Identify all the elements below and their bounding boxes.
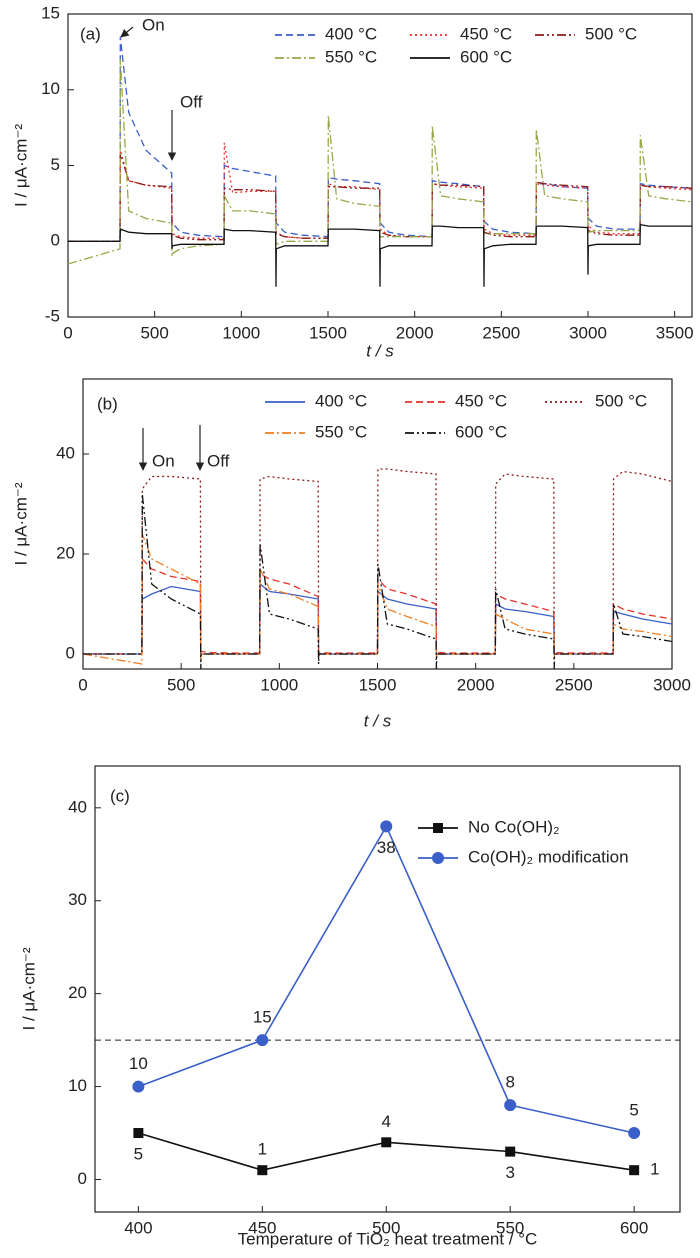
- y-tick-label: 20: [68, 983, 87, 1002]
- series-line: [68, 223, 692, 287]
- annotation: On: [142, 15, 165, 34]
- legend-label: Co(OH)₂ modification: [468, 847, 629, 866]
- marker: [132, 1080, 145, 1093]
- x-tick-label: 1500: [359, 675, 397, 694]
- marker: [629, 1165, 640, 1176]
- y-tick-label: 40: [68, 797, 87, 816]
- x-tick-label: 3500: [656, 323, 694, 342]
- marker: [256, 1034, 269, 1047]
- y-tick-label: 0: [78, 1169, 87, 1188]
- value-label: 1: [258, 1140, 267, 1159]
- value-label: 5: [134, 1145, 143, 1164]
- panel: 0 500 1000 1500 2000 2500 3000 0 20 40 t / s I / μA…: [11, 378, 691, 730]
- x-tick-label: 2000: [457, 675, 495, 694]
- marker: [504, 1099, 517, 1112]
- marker: [381, 1137, 392, 1148]
- panel-label: (c): [110, 786, 130, 805]
- x-tick-label: 500: [140, 323, 168, 342]
- value-label: 3: [505, 1163, 514, 1182]
- legend-marker: [433, 823, 443, 833]
- series-line: [68, 153, 693, 242]
- marker: [380, 820, 393, 833]
- legend-label: 500 °C: [595, 391, 647, 410]
- series-line: [68, 142, 693, 242]
- marker: [133, 1128, 144, 1139]
- y-axis-label: I / μA·cm⁻²: [11, 124, 30, 207]
- y-tick-label: 10: [41, 79, 60, 98]
- x-tick-label: 400: [124, 1218, 152, 1237]
- y-axis-label: I / μA·cm⁻²: [19, 947, 38, 1030]
- legend-label: 450 °C: [455, 391, 507, 410]
- y-tick-label: 15: [41, 3, 60, 22]
- annotation: Off: [180, 92, 203, 111]
- x-tick-label: 550: [496, 1218, 524, 1237]
- y-tick-label: 20: [56, 543, 75, 562]
- legend-label: 400 °C: [325, 24, 377, 43]
- x-tick-label: 3000: [653, 675, 691, 694]
- marker: [505, 1146, 516, 1157]
- legend-label: 500 °C: [585, 24, 637, 43]
- x-axis-label: Temperature of TiO₂ heat treatment / °C: [238, 1229, 538, 1248]
- x-axis-label: t / s: [366, 341, 394, 360]
- x-tick-label: 1000: [222, 323, 260, 342]
- x-tick-label: 2000: [396, 323, 434, 342]
- series-line: [138, 824, 635, 1134]
- y-tick-label: 40: [56, 443, 75, 462]
- x-tick-label: 0: [78, 675, 87, 694]
- legend-label: 600 °C: [460, 47, 512, 66]
- panel-label: (b): [97, 394, 118, 413]
- x-tick-label: 1500: [309, 323, 347, 342]
- legend-label: No Co(OH)₂: [468, 817, 560, 836]
- x-tick-label: 2500: [482, 323, 520, 342]
- y-tick-label: 5: [51, 155, 60, 174]
- x-tick-label: 600: [620, 1218, 648, 1237]
- y-axis-label: I / μA·cm⁻²: [11, 482, 30, 565]
- legend-label: 400 °C: [315, 391, 367, 410]
- y-tick-label: -5: [45, 306, 60, 325]
- x-tick-label: 3000: [569, 323, 607, 342]
- value-label: 10: [129, 1054, 148, 1073]
- legend-label: 550 °C: [325, 47, 377, 66]
- plot-frame: [94, 765, 681, 1213]
- y-tick-label: 0: [66, 643, 75, 662]
- panel: 400 450 500 550 600 0 10 20 30 40 Temperature of T…: [19, 765, 681, 1248]
- series-line: [83, 493, 673, 670]
- x-axis-label: t / s: [364, 711, 392, 730]
- value-label: 4: [382, 1112, 391, 1131]
- arrow: [120, 26, 134, 38]
- value-label: 1: [650, 1160, 659, 1179]
- legend-label: 600 °C: [455, 422, 507, 441]
- x-tick-label: 450: [248, 1218, 276, 1237]
- marker: [257, 1165, 268, 1176]
- value-label: 5: [629, 1101, 638, 1120]
- legend-label: 550 °C: [315, 422, 367, 441]
- x-tick-label: 0: [63, 323, 72, 342]
- legend-label: 450 °C: [460, 24, 512, 43]
- marker: [628, 1127, 641, 1140]
- annotation: Off: [207, 451, 230, 470]
- y-tick-label: 10: [68, 1076, 87, 1095]
- value-label: 38: [377, 838, 396, 857]
- y-tick-label: 0: [51, 231, 60, 250]
- x-tick-label: 500: [372, 1218, 400, 1237]
- y-tick-label: 30: [68, 890, 87, 909]
- panel-label: (a): [80, 24, 101, 43]
- x-tick-label: 2500: [555, 675, 593, 694]
- legend-marker: [432, 852, 444, 864]
- annotation: On: [152, 451, 175, 470]
- x-tick-label: 500: [167, 675, 195, 694]
- x-tick-label: 1000: [260, 675, 298, 694]
- value-label: 15: [253, 1008, 272, 1027]
- value-label: 8: [505, 1073, 514, 1092]
